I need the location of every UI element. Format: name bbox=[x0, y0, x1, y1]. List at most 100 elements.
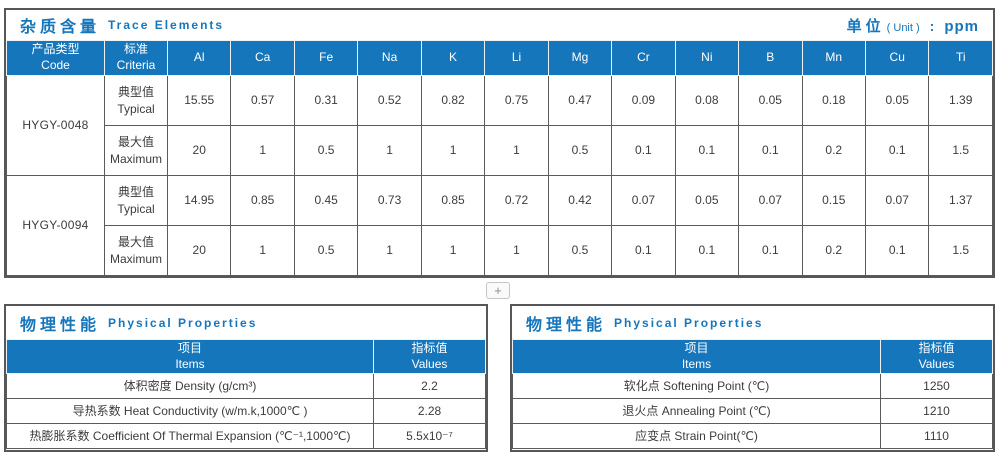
column-header-criteria: 标准 Criteria bbox=[104, 40, 168, 76]
trace-value-cell: 0.5 bbox=[293, 125, 359, 176]
trace-value-cell: 0.1 bbox=[674, 225, 740, 276]
unit-label: 单位 ( Unit ) : ppm bbox=[847, 15, 979, 36]
trace-value-cell: 15.55 bbox=[166, 75, 232, 126]
trace-value-cell: 1 bbox=[420, 225, 486, 276]
column-header-k: K bbox=[420, 40, 486, 76]
expand-button[interactable]: + bbox=[486, 282, 510, 299]
column-header-na: Na bbox=[357, 40, 422, 76]
physical-right-title-zh: 物理性能 bbox=[526, 316, 607, 334]
criteria-type-zh: 最大值 bbox=[117, 235, 154, 250]
values-header-zh: 指标值 bbox=[918, 340, 955, 355]
trace-value-cell: 1 bbox=[230, 225, 295, 276]
trace-value-cell: 0.1 bbox=[611, 225, 676, 276]
values-header-zh: 指标值 bbox=[411, 340, 448, 355]
trace-value-cell: 1.37 bbox=[928, 175, 993, 226]
trace-value-cell: 20 bbox=[166, 125, 232, 176]
trace-elements-panel: 杂质含量 Trace Elements 单位 ( Unit ) : ppm 产品… bbox=[4, 8, 995, 278]
property-row: 应变点 Strain Point(℃) 1110 bbox=[512, 423, 993, 449]
column-header-code-en: Code bbox=[41, 58, 70, 72]
property-value-cell: 5.5x10⁻⁷ bbox=[373, 423, 486, 449]
physical-left-header-row: 项目 Items 指标值 Values bbox=[6, 339, 486, 374]
criteria-type-zh: 最大值 bbox=[117, 135, 154, 150]
trace-row: HYGY-0094 典型值 Typical 14.95 0.85 0.45 0.73 0.85… bbox=[6, 175, 993, 276]
criteria-type-en: Typical bbox=[117, 101, 155, 116]
unit-label-zh: 单位 bbox=[846, 17, 885, 35]
items-header-zh: 项目 bbox=[177, 340, 202, 355]
property-row: 退火点 Annealing Point (℃) 1210 bbox=[512, 398, 993, 424]
trace-value-cell: 1 bbox=[357, 125, 422, 176]
column-header-ti: Ti bbox=[928, 40, 993, 76]
property-row: 导热系数 Heat Conductivity (w/m.k,1000℃ ) 2.2… bbox=[6, 398, 486, 424]
criteria-type-en: Maximum bbox=[109, 151, 162, 166]
trace-value-cell: 1 bbox=[357, 225, 422, 276]
trace-value-cell: 0.07 bbox=[738, 175, 803, 226]
trace-value-cell: 0.1 bbox=[738, 225, 803, 276]
column-header-cr: Cr bbox=[611, 40, 676, 76]
property-row: 体积密度 Density (g/cm³) 2.2 bbox=[6, 373, 486, 399]
trace-row: HYGY-0048 典型值 Typical 15.55 0.57 0.31 0.52 0.82… bbox=[6, 75, 993, 176]
criteria-type-en: Maximum bbox=[109, 251, 162, 266]
column-header-cu: Cu bbox=[864, 40, 930, 76]
trace-value-cell: 0.45 bbox=[293, 175, 359, 226]
physical-right-title-en: Physical Properties bbox=[614, 315, 764, 330]
trace-value-cell: 0.05 bbox=[738, 75, 803, 126]
column-header-code: 产品类型 Code bbox=[6, 40, 105, 76]
trace-value-cell: 0.07 bbox=[864, 175, 930, 226]
trace-value-cell: 0.1 bbox=[674, 125, 740, 176]
property-value-cell: 2.2 bbox=[373, 373, 486, 399]
trace-row: 最大值 Maximum 20 1 0.5 1 1 1 0.5 0.1 0.1 0.1 0.2 0.1 1.5 bbox=[7, 225, 993, 276]
trace-value-cell: 0.52 bbox=[357, 75, 422, 126]
trace-value-cell: 0.09 bbox=[611, 75, 676, 126]
physical-right-title-bar: 物理性能 Physical Properties bbox=[512, 306, 993, 339]
property-row: 热膨胀系数 Coefficient Of Thermal Expansion (… bbox=[6, 423, 486, 449]
trace-header-row: 产品类型 Code 标准 Criteria Al Ca Fe Na K Li Mg Cr Ni B… bbox=[6, 40, 993, 76]
items-header-en: Items bbox=[175, 356, 205, 371]
trace-value-cell: 1 bbox=[230, 125, 295, 176]
trace-value-cell: 0.42 bbox=[547, 175, 613, 226]
property-name-cell: 热膨胀系数 Coefficient Of Thermal Expansion (… bbox=[6, 423, 374, 449]
unit-label-en: ( Unit ) bbox=[886, 21, 920, 34]
trace-value-cell: 0.1 bbox=[738, 125, 803, 176]
trace-value-cell: 0.31 bbox=[293, 75, 359, 126]
unit-value: ppm bbox=[944, 17, 979, 35]
physical-left-table: 项目 Items 指标值 Values 体积密度 Density (g/cm³)… bbox=[6, 339, 486, 449]
trace-value-cell: 0.5 bbox=[547, 225, 613, 276]
trace-value-cell: 0.05 bbox=[864, 75, 930, 126]
column-header-ca: Ca bbox=[230, 40, 295, 76]
items-header-zh: 项目 bbox=[684, 340, 709, 355]
trace-value-cell: 0.1 bbox=[864, 225, 930, 276]
trace-value-cell: 0.2 bbox=[801, 125, 866, 176]
column-header-code-zh: 产品类型 bbox=[31, 42, 80, 57]
column-header-b: B bbox=[738, 40, 803, 76]
property-name-cell: 导热系数 Heat Conductivity (w/m.k,1000℃ ) bbox=[6, 398, 374, 424]
property-row: 软化点 Softening Point (℃) 1250 bbox=[512, 373, 993, 399]
trace-value-cell: 1 bbox=[420, 125, 486, 176]
trace-value-cell: 0.82 bbox=[420, 75, 486, 126]
criteria-type-zh: 典型值 bbox=[117, 85, 154, 100]
unit-colon: : bbox=[929, 17, 935, 34]
trace-value-cell: 0.85 bbox=[230, 175, 295, 226]
property-name-cell: 体积密度 Density (g/cm³) bbox=[6, 373, 374, 399]
trace-value-cell: 1 bbox=[484, 125, 549, 176]
physical-properties-right-panel: 物理性能 Physical Properties 项目 Items 指标值 Va… bbox=[510, 304, 995, 452]
trace-elements-title-bar: 杂质含量 Trace Elements 单位 ( Unit ) : ppm bbox=[6, 10, 993, 40]
items-header-en: Items bbox=[681, 356, 712, 371]
trace-title-zh: 杂质含量 bbox=[20, 19, 101, 36]
property-value-cell: 2.28 bbox=[373, 398, 486, 424]
trace-value-cell: 0.57 bbox=[230, 75, 295, 126]
trace-value-cell: 0.5 bbox=[293, 225, 359, 276]
column-header-al: Al bbox=[166, 40, 232, 76]
property-name-cell: 退火点 Annealing Point (℃) bbox=[512, 398, 881, 424]
column-header-criteria-zh: 标准 bbox=[123, 42, 148, 57]
trace-value-cell: 0.1 bbox=[864, 125, 930, 176]
physical-left-title-bar: 物理性能 Physical Properties bbox=[6, 306, 486, 339]
column-header-ni: Ni bbox=[674, 40, 740, 76]
trace-value-cell: 1 bbox=[484, 225, 549, 276]
trace-value-cell: 0.08 bbox=[674, 75, 740, 126]
product-code-cell: HYGY-0094 bbox=[6, 175, 105, 276]
trace-value-cell: 0.73 bbox=[357, 175, 422, 226]
trace-value-cell: 1.5 bbox=[928, 125, 993, 176]
trace-row: 最大值 Maximum 20 1 0.5 1 1 1 0.5 0.1 0.1 0.1 0.2 0.1 1.5 bbox=[7, 125, 993, 176]
trace-value-cell: 0.18 bbox=[801, 75, 866, 126]
criteria-type-cell: 典型值 Typical bbox=[104, 175, 168, 226]
